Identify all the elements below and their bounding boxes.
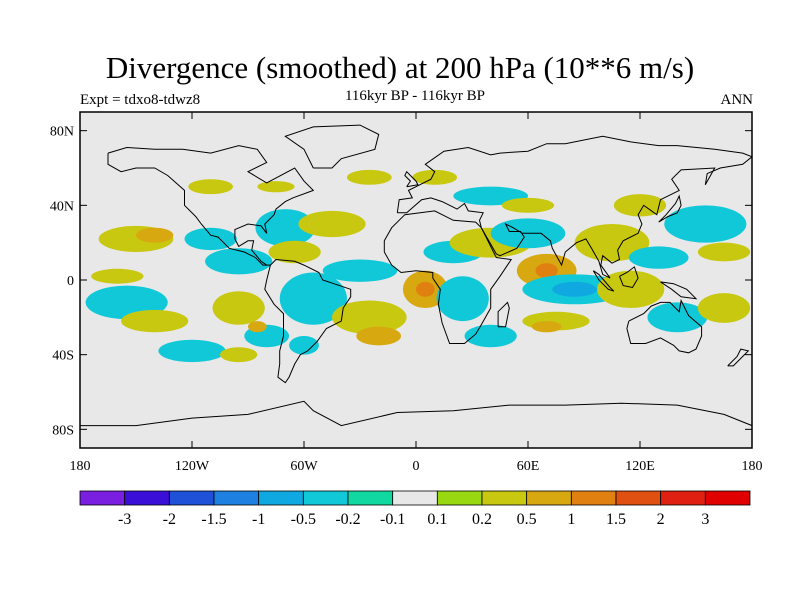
colorbar-label: -0.2 xyxy=(335,511,360,528)
colorbar-label: 1.5 xyxy=(606,511,626,528)
coastline xyxy=(264,258,352,384)
lon-tick-label: 0 xyxy=(413,459,420,474)
field-patch xyxy=(289,336,319,355)
colorbar-swatch xyxy=(660,490,706,506)
colorbar: -3 -2 -1.5 -1 -0.5 -0.2 -0.1 0.1 0.2 0.5 1 1.5 2 3 xyxy=(79,490,751,528)
colorbar-label: 0.2 xyxy=(472,511,492,528)
colorbar-label: -1.5 xyxy=(201,511,226,528)
coastline xyxy=(619,266,639,289)
field-patch xyxy=(597,270,665,309)
field-patch xyxy=(436,276,489,322)
field-patch xyxy=(628,246,689,269)
colorbar-swatch xyxy=(436,490,483,506)
colorbar-swatch xyxy=(168,490,215,506)
coastline xyxy=(658,194,682,223)
field-patch xyxy=(464,324,517,348)
field-patch xyxy=(257,181,295,193)
experiment-label: Expt = tdxo8-tdwz8 xyxy=(80,92,201,108)
lon-tick-label: 180 xyxy=(70,459,91,474)
coastline xyxy=(497,301,510,328)
field-patch xyxy=(322,259,398,282)
colorbar-swatch xyxy=(124,490,170,506)
field-patch xyxy=(91,268,144,284)
coastline xyxy=(107,145,315,266)
field-patch xyxy=(613,194,667,217)
lat-tick-label: 40S xyxy=(52,349,74,364)
field-patch xyxy=(268,240,321,264)
field-patch xyxy=(412,169,458,185)
coastline xyxy=(404,170,419,188)
colorbar-swatch xyxy=(526,490,572,506)
subtitle-label: 116kyr BP - 116kyr BP xyxy=(344,88,485,104)
field-layer xyxy=(85,169,751,363)
colorbar-swatch xyxy=(347,490,394,506)
field-patch xyxy=(188,179,234,195)
field-patch xyxy=(356,326,402,346)
field-patch xyxy=(501,197,555,213)
colorbar-label: 0.5 xyxy=(517,511,537,528)
field-patch xyxy=(697,293,751,323)
field-patch xyxy=(279,272,347,325)
season-label: ANN xyxy=(720,92,754,108)
field-patch xyxy=(531,321,562,333)
lat-tick-label: 80S xyxy=(52,423,74,438)
colorbar-label: -0.5 xyxy=(291,511,316,528)
coastline xyxy=(660,281,698,300)
colorbar-swatch xyxy=(258,490,304,506)
colorbar-swatch xyxy=(392,490,438,506)
lat-tick-label: 80N xyxy=(50,125,74,140)
coastline xyxy=(727,348,750,367)
field-patch xyxy=(697,242,751,262)
lat-tick-label: 40N xyxy=(50,199,74,214)
field-patch xyxy=(332,300,407,335)
field-patch xyxy=(298,210,366,238)
coastline xyxy=(284,124,380,169)
field-patch xyxy=(205,248,273,275)
colorbar-label: -1 xyxy=(252,511,265,528)
lat-tick-label: 0 xyxy=(67,274,74,289)
field-patch xyxy=(121,309,189,333)
page-title: Divergence (smoothed) at 200 hPa (10**6 … xyxy=(105,50,695,85)
colorbar-swatch xyxy=(79,490,126,506)
colorbar-label: 2 xyxy=(657,511,665,528)
lon-tick-label: 60E xyxy=(517,459,540,474)
field-patch xyxy=(416,281,435,297)
colorbar-swatch xyxy=(570,490,617,506)
colorbar-label: 1 xyxy=(567,511,575,528)
axis-ticks: 80N 40N 0 40S 80S 180 120W 60W 0 60E 120E 180 xyxy=(50,112,763,474)
field-patch xyxy=(136,227,174,243)
lon-tick-label: 180 xyxy=(742,459,763,474)
field-patch xyxy=(647,302,708,333)
coastline-layer xyxy=(80,124,752,427)
colorbar-swatch xyxy=(704,490,751,506)
field-patch xyxy=(184,227,237,251)
colorbar-swatch xyxy=(302,490,349,506)
field-patch xyxy=(158,339,226,363)
field-patch xyxy=(664,205,747,243)
lon-tick-label: 60W xyxy=(290,459,318,474)
lon-tick-label: 120E xyxy=(625,459,655,474)
colorbar-label: -3 xyxy=(118,511,131,528)
coastline xyxy=(592,270,615,292)
coastline xyxy=(80,400,752,427)
colorbar-label: 0.1 xyxy=(427,511,447,528)
coastline xyxy=(626,298,703,354)
colorbar-swatch xyxy=(481,490,528,506)
colorbar-label: -2 xyxy=(163,511,176,528)
colorbar-swatch xyxy=(213,490,260,506)
lon-tick-label: 120W xyxy=(175,459,210,474)
field-patch xyxy=(552,281,598,297)
colorbar-label: -0.1 xyxy=(380,511,405,528)
colorbar-swatch xyxy=(615,490,662,506)
field-patch xyxy=(220,347,258,363)
coastline xyxy=(383,210,513,344)
field-patch xyxy=(535,263,558,279)
field-patch xyxy=(212,291,265,325)
field-patch xyxy=(248,321,267,333)
colorbar-label: 3 xyxy=(701,511,709,528)
field-patch xyxy=(346,169,392,185)
coastline xyxy=(396,135,752,279)
